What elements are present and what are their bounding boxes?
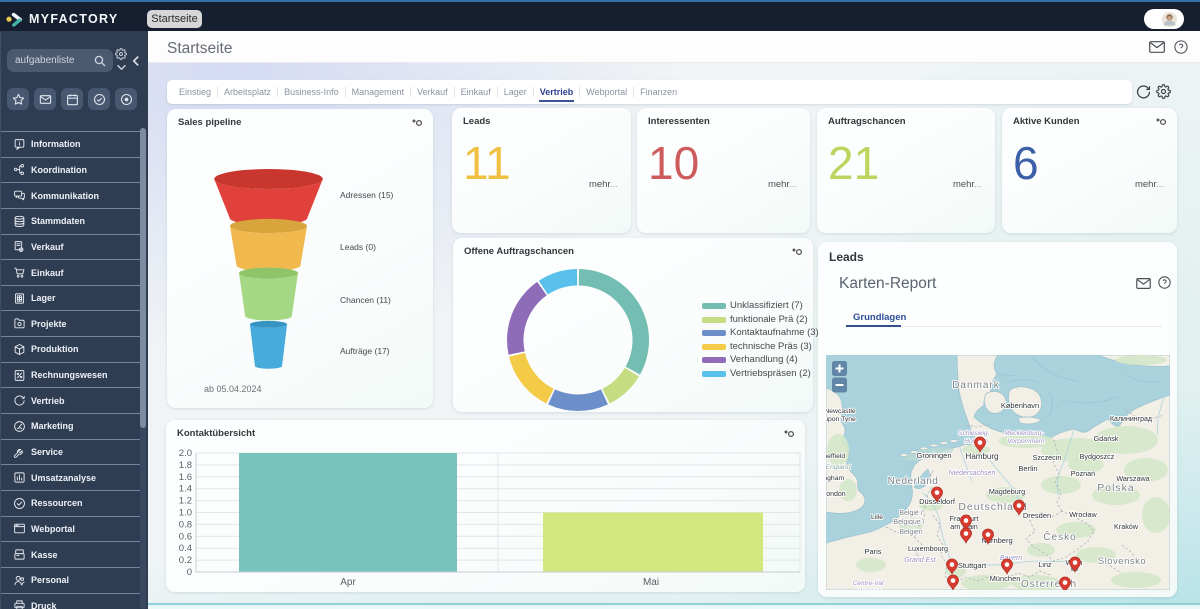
svg-text:Slovensko: Slovensko <box>1098 556 1146 567</box>
svg-text:Vorpommern: Vorpommern <box>1007 438 1045 445</box>
svg-text:2.0: 2.0 <box>179 448 192 459</box>
svg-text:Lille: Lille <box>871 514 883 521</box>
svg-text:Калининград: Калининград <box>1110 416 1152 423</box>
svg-text:München: München <box>990 574 1021 583</box>
svg-text:Warszawa: Warszawa <box>1116 474 1149 483</box>
svg-text:Szczecin: Szczecin <box>1033 453 1062 462</box>
svg-text:Apr: Apr <box>340 577 356 588</box>
svg-text:Kraków: Kraków <box>1114 522 1139 531</box>
svg-text:Poznań: Poznań <box>1071 469 1095 478</box>
svg-text:1.4: 1.4 <box>179 484 192 495</box>
svg-text:Centre-Val: Centre-Val <box>853 580 884 587</box>
svg-text:0.4: 0.4 <box>179 543 192 554</box>
svg-text:Hamburg: Hamburg <box>966 452 999 461</box>
svg-text:Groningen: Groningen <box>916 451 951 460</box>
svg-text:Schleswig-: Schleswig- <box>958 430 990 437</box>
svg-text:Luxembourg: Luxembourg <box>908 544 948 553</box>
svg-text:Mai: Mai <box>643 577 659 588</box>
svg-text:Dresden: Dresden <box>1023 511 1051 520</box>
svg-text:Niedersachsen: Niedersachsen <box>949 470 996 477</box>
svg-text:Bydgoszcz: Bydgoszcz <box>1080 452 1115 461</box>
svg-text:België /: België / <box>899 510 922 517</box>
svg-text:0.6: 0.6 <box>179 531 192 542</box>
svg-text:Mecklenburg-: Mecklenburg- <box>1004 430 1044 437</box>
svg-text:1.2: 1.2 <box>179 496 192 507</box>
svg-text:Belgique /: Belgique / <box>893 519 924 526</box>
svg-text:Wrocław: Wrocław <box>1069 510 1097 519</box>
svg-text:1.6: 1.6 <box>179 472 192 483</box>
svg-text:0.8: 0.8 <box>179 519 192 530</box>
svg-text:Belgien: Belgien <box>899 529 922 536</box>
svg-text:Česko: Česko <box>1043 530 1076 543</box>
svg-text:Nürnberg: Nürnberg <box>981 536 1012 545</box>
svg-text:Bayern: Bayern <box>1000 555 1022 562</box>
svg-text:Gdańsk: Gdańsk <box>1094 434 1119 443</box>
svg-text:1.0: 1.0 <box>179 508 192 519</box>
svg-text:Stuttgart: Stuttgart <box>958 561 987 570</box>
svg-text:Grand Est: Grand Est <box>904 557 937 564</box>
svg-text:Nederland: Nederland <box>888 476 939 487</box>
svg-text:Newcastle: Newcastle <box>826 408 856 415</box>
svg-text:Linz: Linz <box>1038 560 1052 569</box>
svg-text:Berlin: Berlin <box>1018 464 1037 473</box>
svg-text:Deutschland: Deutschland <box>958 501 1027 513</box>
svg-text:0: 0 <box>187 567 192 578</box>
svg-text:Magdeburg: Magdeburg <box>989 487 1025 496</box>
svg-text:Birmingham: Birmingham <box>826 475 844 482</box>
svg-text:Paris: Paris <box>864 547 881 556</box>
svg-text:Polska: Polska <box>1097 482 1135 494</box>
svg-text:London: London <box>826 491 846 498</box>
svg-text:England: England <box>826 464 851 471</box>
svg-text:København: København <box>1001 401 1039 410</box>
svg-text:Danmark: Danmark <box>952 380 1000 391</box>
svg-text:0.2: 0.2 <box>179 555 192 566</box>
svg-text:Sheffield: Sheffield <box>826 453 845 460</box>
svg-text:de Loire: de Loire <box>858 588 882 590</box>
svg-text:1.8: 1.8 <box>179 460 192 471</box>
svg-text:upon Tyne: upon Tyne <box>826 416 856 423</box>
